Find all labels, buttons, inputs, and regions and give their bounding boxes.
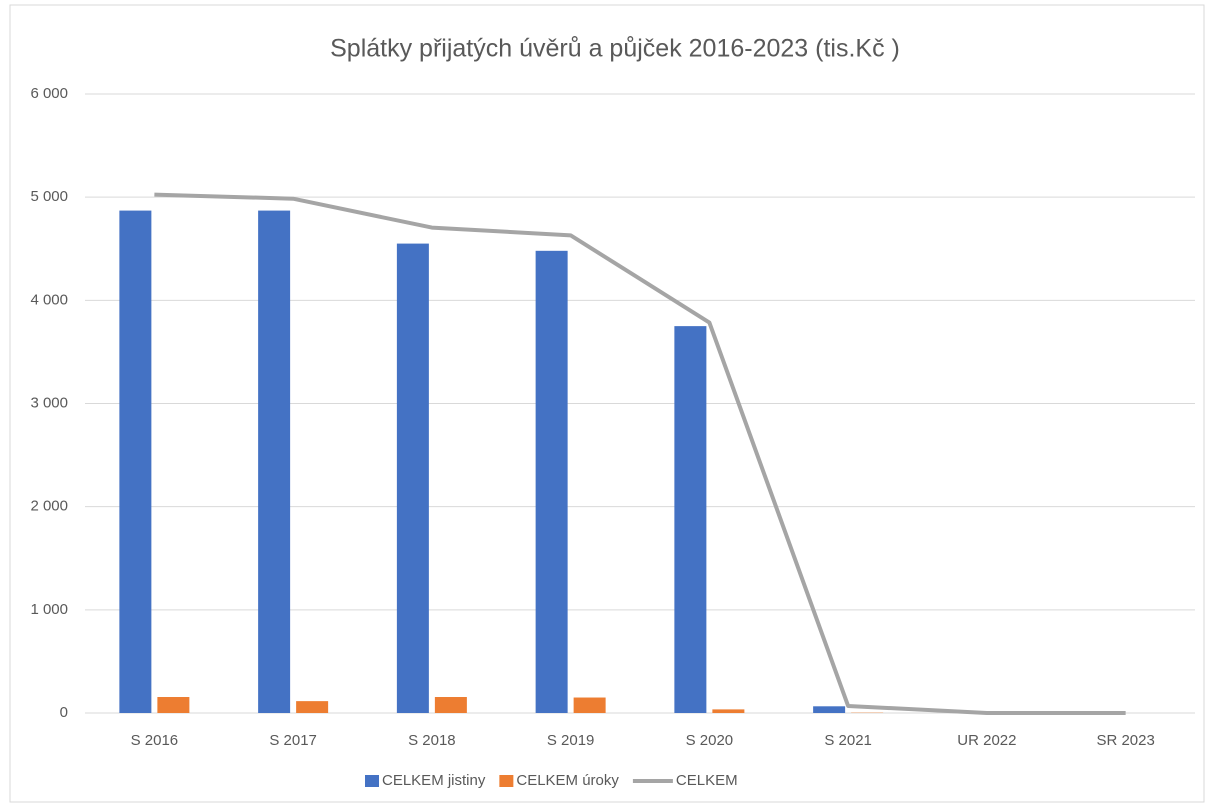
y-tick-label: 1 000 <box>30 601 68 618</box>
bar <box>813 706 846 713</box>
y-tick-label: 0 <box>60 704 68 721</box>
y-tick-label: 3 000 <box>30 394 68 411</box>
y-tick-label: 4 000 <box>30 291 68 308</box>
bar <box>535 250 568 713</box>
legend-swatch <box>365 775 379 787</box>
x-tick-label: S 2020 <box>686 732 734 749</box>
legend-swatch <box>499 775 514 787</box>
x-tick-label: SR 2023 <box>1096 732 1154 749</box>
y-tick-label: 6 000 <box>30 85 68 102</box>
x-tick-label: UR 2022 <box>957 732 1016 749</box>
bar <box>157 697 190 713</box>
legend-label: CELKEM <box>676 772 738 789</box>
bar <box>712 709 745 713</box>
bar <box>434 697 467 713</box>
bar <box>296 701 329 713</box>
chart-title: Splátky přijatých úvěrů a půjček 2016-20… <box>330 35 900 63</box>
line <box>154 192 1126 715</box>
x-tick-label: S 2021 <box>824 732 872 749</box>
legend-label: CELKEM jistiny <box>382 772 486 789</box>
bar <box>573 697 606 713</box>
y-tick-label: 2 000 <box>30 498 68 515</box>
x-tick-label: S 2019 <box>547 732 595 749</box>
bar <box>396 243 429 713</box>
bar <box>258 210 291 713</box>
bar <box>674 326 707 713</box>
legend-label: CELKEM úroky <box>516 772 619 789</box>
x-tick-label: S 2018 <box>408 732 456 749</box>
x-tick-label: S 2017 <box>269 732 317 749</box>
y-tick-label: 5 000 <box>30 188 68 205</box>
x-tick-label: S 2016 <box>131 732 179 749</box>
bar <box>119 210 152 713</box>
